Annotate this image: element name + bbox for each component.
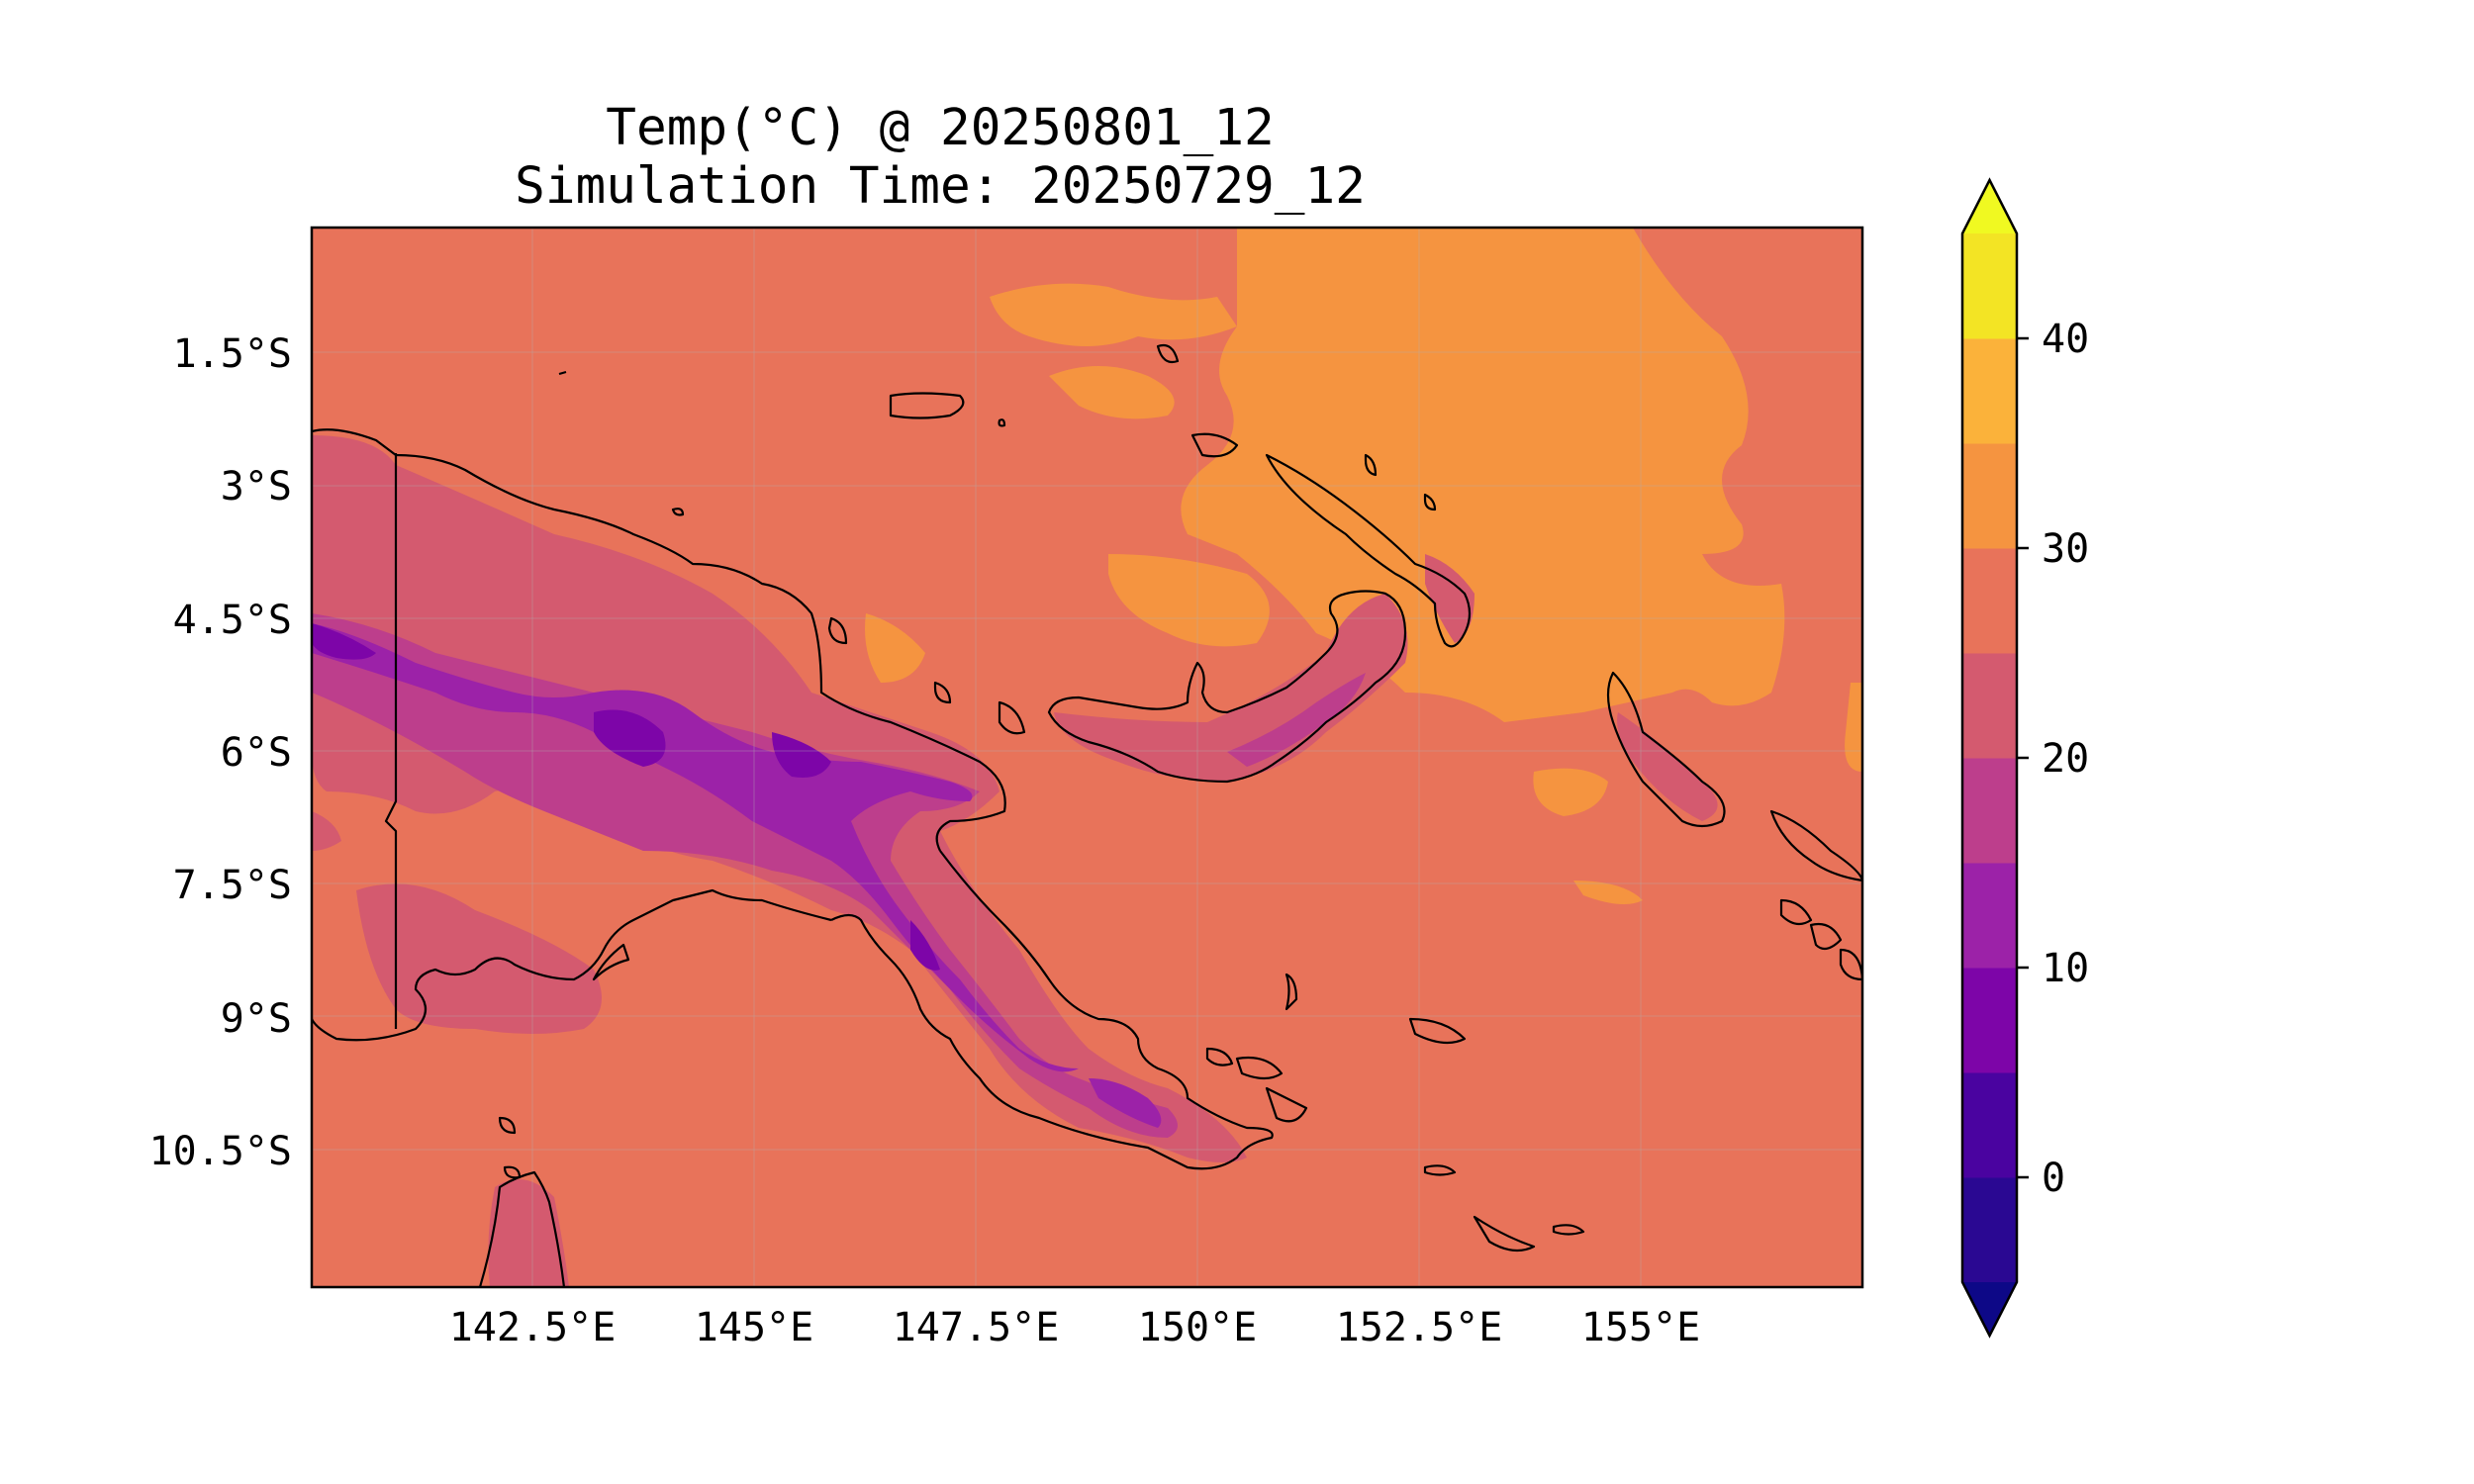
warm-patch-far-east	[1845, 683, 1862, 772]
colorbar-tick-label-0: 0	[2042, 1156, 2065, 1201]
contour-15-new-britain	[1227, 673, 1366, 767]
warm-patch-east	[1573, 881, 1643, 904]
warm-patch-solomon-sea	[1533, 768, 1608, 816]
contour-5-peak-east	[772, 732, 831, 778]
contour-20-west-edge	[312, 811, 341, 851]
coastline-cape-york	[478, 1170, 566, 1287]
coastline-new-ireland	[1265, 453, 1472, 648]
colorbar-band-25-to-30	[1962, 548, 2017, 654]
coastline-dentrecasteaux	[1205, 1047, 1308, 1123]
contour-10-core	[312, 623, 1079, 1072]
colorbar-tick-label-20: 20	[2042, 736, 2089, 782]
colorbar-tick-label-40: 40	[2042, 317, 2089, 362]
contour-20-new-britain	[1054, 594, 1408, 782]
map-title-line-2: Simulation Time: 20250729_12	[515, 157, 1366, 216]
colorbar-band-10-to-15	[1962, 863, 2017, 969]
international-border	[384, 453, 398, 1029]
coastline-fly-estuary	[592, 943, 630, 981]
contour-10-papuan-tail	[1089, 1078, 1162, 1128]
coastline-new-guinea-north	[312, 428, 1006, 852]
coastline-louisiade	[1423, 1164, 1585, 1252]
coastline-new-britain	[1047, 590, 1407, 784]
warm-streaks-north	[990, 283, 1237, 346]
map-gridlines	[312, 228, 1862, 1287]
colorbar-bands	[1962, 233, 2017, 1283]
colorbar-tick-label-10: 10	[2042, 946, 2089, 991]
colorbar-band-15-to-20	[1962, 758, 2017, 864]
map-frame	[310, 226, 1864, 1289]
x-tick-label-155e: 155°E	[1581, 1305, 1700, 1350]
contour-20-bougainville	[1617, 712, 1718, 821]
contour-20-southwest-lowland	[356, 883, 602, 1034]
colorbar-band-5-to-10	[1962, 968, 2017, 1073]
colorbar-ticks: 0 10 20 30 40	[2017, 317, 2089, 1201]
contour-20-new-ireland	[1425, 554, 1475, 643]
x-tick-label-147-5e: 147.5°E	[893, 1305, 1060, 1350]
colorbar-band--5-to-0	[1962, 1177, 2017, 1283]
warm-patch-west	[865, 613, 925, 683]
coastline-torres-islands	[498, 1116, 522, 1179]
colorbar-band-35-to-40	[1962, 338, 2017, 444]
warm-streaks-north-2	[1049, 366, 1175, 419]
y-tick-label-1-5s: 1.5°S	[173, 331, 292, 377]
colorbar-under-extension	[1962, 1282, 2017, 1336]
coastline-trobriand	[1285, 973, 1298, 1011]
x-axis-ticks: 142.5°E 145°E 147.5°E 150°E 152.5°E 155°…	[449, 1305, 1701, 1350]
y-tick-label-3s: 3°S	[221, 464, 292, 510]
y-axis-ticks: 1.5°S 3°S 4.5°S 6°S 7.5°S 9°S 10.5°S	[149, 331, 293, 1174]
y-tick-label-7-5s: 7.5°S	[173, 863, 292, 908]
y-tick-label-6s: 6°S	[221, 730, 292, 776]
warm-patch-bismarck	[1108, 554, 1270, 647]
colorbar-over-extension	[1962, 180, 2017, 233]
x-tick-label-145e: 145°E	[695, 1305, 813, 1350]
contour-15-highlands	[312, 613, 1178, 1138]
coastline-guadalcanal	[1769, 809, 1862, 882]
coastline-woodlark	[1408, 1017, 1467, 1045]
y-tick-label-4-5s: 4.5°S	[173, 598, 292, 643]
temperature-map	[312, 228, 1862, 1287]
warm-band-30-35	[865, 228, 1862, 904]
colorbar: 0 10 20 30 40	[1960, 177, 2089, 1339]
warm-region-northeast	[1181, 228, 1785, 722]
x-tick-label-152-5e: 152.5°E	[1336, 1305, 1503, 1350]
colorbar-band-30-to-35	[1962, 443, 2017, 549]
colorbar-band-0-to-5	[1962, 1072, 2017, 1178]
coastline-small-islands-north	[558, 343, 1437, 735]
colorbar-band-40-to-45	[1962, 233, 2017, 339]
contour-20-cape-york	[488, 1179, 569, 1287]
coastline-new-hanover	[1190, 432, 1239, 458]
contour-5-peak-south	[910, 920, 940, 971]
map-title-line-1: Temp(°C) @ 20250801_12	[606, 99, 1275, 157]
colorbar-band-20-to-25	[1962, 653, 2017, 759]
coastline-manus	[889, 392, 965, 419]
y-tick-label-9s: 9°S	[221, 996, 292, 1042]
x-tick-label-142-5e: 142.5°E	[449, 1305, 617, 1350]
contour-5-peak-central	[594, 709, 666, 767]
colorbar-tick-label-30: 30	[2042, 526, 2089, 572]
coastline-papuan-peninsula	[830, 850, 1274, 1170]
coastline-bougainville	[1606, 671, 1726, 828]
land-temperature-contours	[312, 435, 1718, 1287]
coastlines	[312, 343, 1862, 1287]
x-tick-label-150e: 150°E	[1138, 1305, 1257, 1350]
coastline-gulf-of-papua	[312, 888, 832, 1042]
contour-5-peak-west	[312, 623, 376, 660]
colorbar-outline	[1960, 177, 2019, 1339]
y-tick-label-10-5s: 10.5°S	[149, 1129, 293, 1174]
